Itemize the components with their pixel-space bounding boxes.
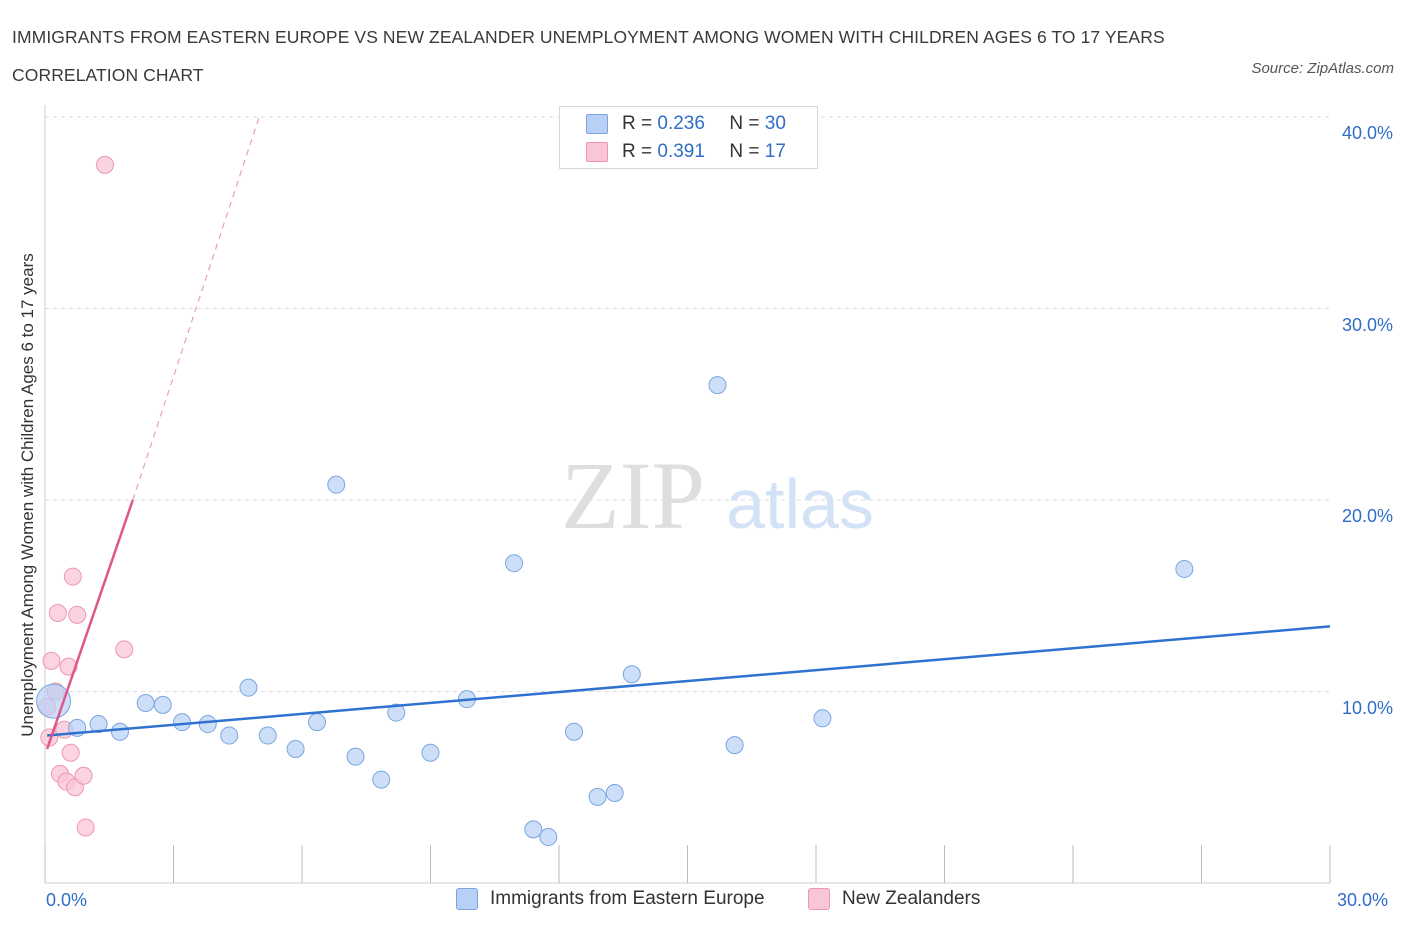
legend-item-eastern-europe[interactable]: Immigrants from Eastern Europe (456, 888, 765, 910)
legend-r-label: R = (622, 113, 653, 134)
new-zealanders-point (61, 743, 80, 762)
eastern-europe-point (258, 726, 277, 745)
eastern-europe-point (708, 376, 727, 395)
new-zealanders-trendline-extension (132, 116, 260, 501)
legend-swatch-blue (586, 114, 608, 134)
eastern-europe-point (505, 554, 524, 573)
axes (44, 105, 1331, 884)
eastern-europe-point (605, 783, 624, 802)
watermark-atlas: atlas (726, 465, 874, 543)
eastern-europe-point (725, 736, 744, 755)
new-zealanders-point (95, 155, 114, 174)
legend-label-new-zealanders: New Zealanders (842, 888, 981, 909)
legend-n-value: 30 (764, 113, 786, 134)
correlation-legend: R = 0.236 N = 30 R = 0.391 N = 17 (559, 106, 818, 169)
eastern-europe-point (36, 683, 72, 719)
legend-swatch-pink (586, 142, 608, 162)
eastern-europe-point (220, 726, 239, 745)
series-legend: Immigrants from Eastern Europe New Zeala… (0, 888, 1406, 918)
legend-swatch-blue (456, 888, 478, 910)
legend-r-value: 0.236 (657, 113, 705, 134)
new-zealanders-trendline (45, 499, 134, 750)
grid (45, 116, 1330, 692)
eastern-europe-point (346, 747, 365, 766)
trendlines (45, 116, 1331, 750)
legend-n-value: 17 (764, 141, 786, 162)
eastern-europe-point (173, 713, 192, 732)
new-zealanders-point (42, 651, 61, 670)
new-zealanders-point (74, 766, 93, 785)
new-zealanders-point (76, 818, 95, 837)
new-zealanders-point (48, 603, 67, 622)
chart-title: IMMIGRANTS FROM EASTERN EUROPE VS NEW ZE… (12, 27, 1165, 85)
watermark: ZIP atlas (561, 442, 874, 549)
source-label: Source: ZipAtlas.com (1251, 60, 1394, 77)
legend-n-label: N = (729, 113, 760, 134)
new-zealanders-point (115, 640, 134, 659)
legend-item-new-zealanders[interactable]: New Zealanders (808, 888, 980, 910)
eastern-europe-point (153, 695, 172, 714)
eastern-europe-point (286, 739, 305, 758)
y-tick-label-10: 10.0% (1341, 698, 1393, 718)
eastern-europe-point (110, 722, 129, 741)
eastern-europe-point (372, 770, 391, 789)
x-tick-label-min: 0.0% (46, 890, 88, 910)
y-tick-label-40: 40.0% (1341, 123, 1393, 143)
eastern-europe-point (136, 693, 155, 712)
eastern-europe-points (36, 376, 1194, 847)
y-tick-label-20: 20.0% (1341, 506, 1393, 526)
eastern-europe-point (387, 703, 406, 722)
new-zealanders-point (68, 605, 87, 624)
eastern-europe-point (539, 828, 558, 847)
eastern-europe-point (1175, 559, 1194, 578)
eastern-europe-point (588, 787, 607, 806)
eastern-europe-point (307, 713, 326, 732)
legend-r-label: R = (622, 141, 653, 162)
eastern-europe-point (198, 715, 217, 734)
eastern-europe-point (622, 665, 641, 684)
eastern-europe-point (421, 743, 440, 762)
eastern-europe-point (89, 715, 108, 734)
legend-n-label: N = (729, 141, 760, 162)
eastern-europe-point (239, 678, 258, 697)
legend-row-new-zealanders: R = 0.391 N = 17 (586, 139, 786, 165)
eastern-europe-point (813, 709, 832, 728)
y-tick-label-30: 30.0% (1341, 315, 1393, 335)
eastern-europe-point (327, 475, 346, 494)
legend-row-eastern-europe: R = 0.236 N = 30 (586, 111, 786, 137)
legend-swatch-pink (808, 888, 830, 910)
eastern-europe-point (524, 820, 543, 839)
eastern-europe-point (564, 722, 583, 741)
legend-label-eastern-europe: Immigrants from Eastern Europe (490, 888, 765, 909)
watermark-zip: ZIP (561, 442, 705, 549)
new-zealanders-point (63, 567, 82, 586)
x-tick-label-max: 30.0% (1337, 890, 1389, 910)
eastern-europe-trendline (47, 625, 1331, 737)
legend-r-value: 0.391 (657, 141, 705, 162)
